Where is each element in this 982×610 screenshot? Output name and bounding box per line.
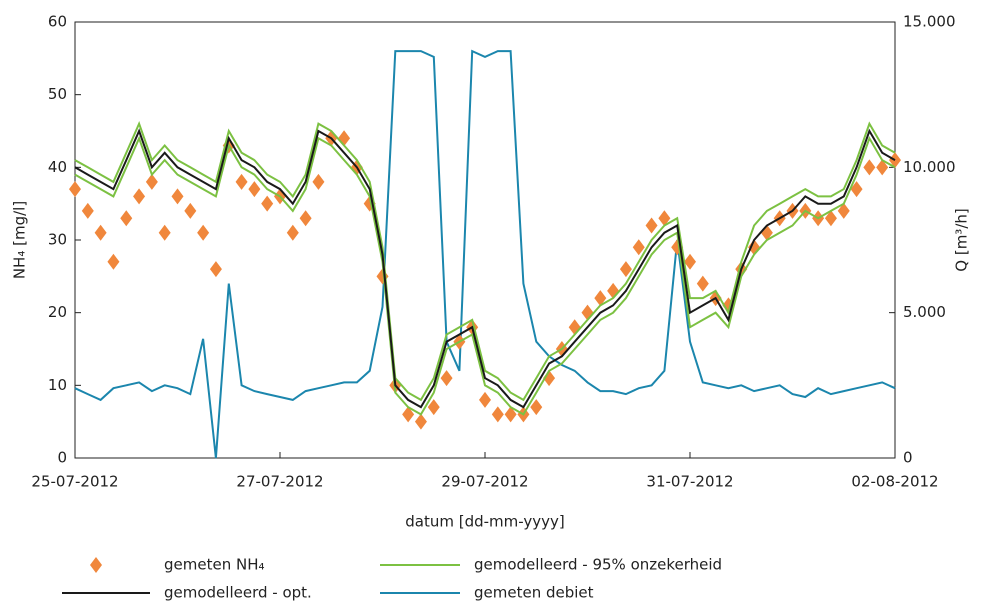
- data-point: [209, 261, 222, 278]
- data-point: [338, 130, 351, 147]
- data-point: [158, 224, 171, 241]
- data-point: [696, 275, 709, 292]
- data-point: [581, 304, 594, 321]
- data-point: [299, 210, 312, 227]
- legend-label: gemeten NH₄: [164, 556, 265, 574]
- data-point: [414, 413, 427, 430]
- data-point: [491, 406, 504, 423]
- legend-label: gemodelleerd - opt.: [164, 584, 312, 602]
- data-point: [81, 202, 94, 219]
- y2-tick-label: 5.000: [903, 303, 946, 321]
- data-point: [312, 173, 325, 190]
- data-point: [594, 290, 607, 307]
- y-tick-label: 10: [48, 376, 67, 394]
- y-axis-title: NH₄ [mg/l]: [11, 201, 29, 279]
- data-point: [837, 202, 850, 219]
- legend-label: gemodelleerd - 95% onzekerheid: [474, 556, 722, 574]
- data-point: [824, 210, 837, 227]
- data-point: [504, 406, 517, 423]
- data-point: [684, 253, 696, 270]
- data-point: [863, 159, 876, 176]
- y2-axis-title: Q [m³/h]: [953, 208, 971, 271]
- data-point: [658, 210, 671, 227]
- y-tick-label: 40: [48, 158, 67, 176]
- y2-tick-label: 10.000: [903, 158, 956, 176]
- x-tick-label: 02-08-2012: [851, 473, 938, 491]
- data-point: [427, 399, 440, 416]
- y2-tick-label: 15.000: [903, 13, 956, 31]
- data-point: [197, 224, 210, 241]
- data-point: [69, 181, 81, 198]
- x-tick-label: 25-07-2012: [31, 473, 118, 491]
- data-point: [530, 399, 543, 416]
- data-point: [133, 188, 146, 205]
- data-point: [248, 181, 261, 198]
- y2-tick-label: 0: [903, 449, 913, 467]
- data-point: [94, 224, 107, 241]
- y-tick-label: 20: [48, 303, 67, 321]
- data-point: [876, 159, 889, 176]
- legend-marker: [90, 557, 102, 573]
- data-point: [235, 173, 248, 190]
- data-point: [107, 253, 120, 270]
- data-point: [184, 202, 197, 219]
- data-point: [286, 224, 299, 241]
- y-tick-label: 30: [48, 231, 67, 249]
- data-point: [440, 370, 453, 387]
- x-tick-label: 27-07-2012: [236, 473, 323, 491]
- x-axis-title: datum [dd-mm-yyyy]: [405, 513, 565, 531]
- x-tick-label: 31-07-2012: [646, 473, 733, 491]
- data-point: [850, 181, 863, 198]
- data-point: [479, 391, 491, 408]
- data-point: [619, 261, 632, 278]
- band-lower-line: [74, 135, 896, 416]
- data-point: [145, 173, 158, 190]
- data-line: [74, 128, 896, 409]
- data-point: [607, 282, 620, 299]
- data-line: [74, 49, 896, 459]
- data-point: [568, 319, 581, 336]
- data-point: [120, 210, 133, 227]
- legend-label: gemeten debiet: [474, 584, 594, 602]
- data-point: [402, 406, 415, 423]
- y-tick-label: 60: [48, 13, 67, 31]
- data-point: [645, 217, 658, 234]
- x-tick-label: 29-07-2012: [441, 473, 528, 491]
- band-upper-line: [74, 120, 896, 402]
- data-point: [261, 195, 274, 212]
- y-tick-label: 0: [57, 449, 67, 467]
- data-point: [632, 239, 645, 256]
- y-tick-label: 50: [48, 85, 67, 103]
- data-point: [171, 188, 184, 205]
